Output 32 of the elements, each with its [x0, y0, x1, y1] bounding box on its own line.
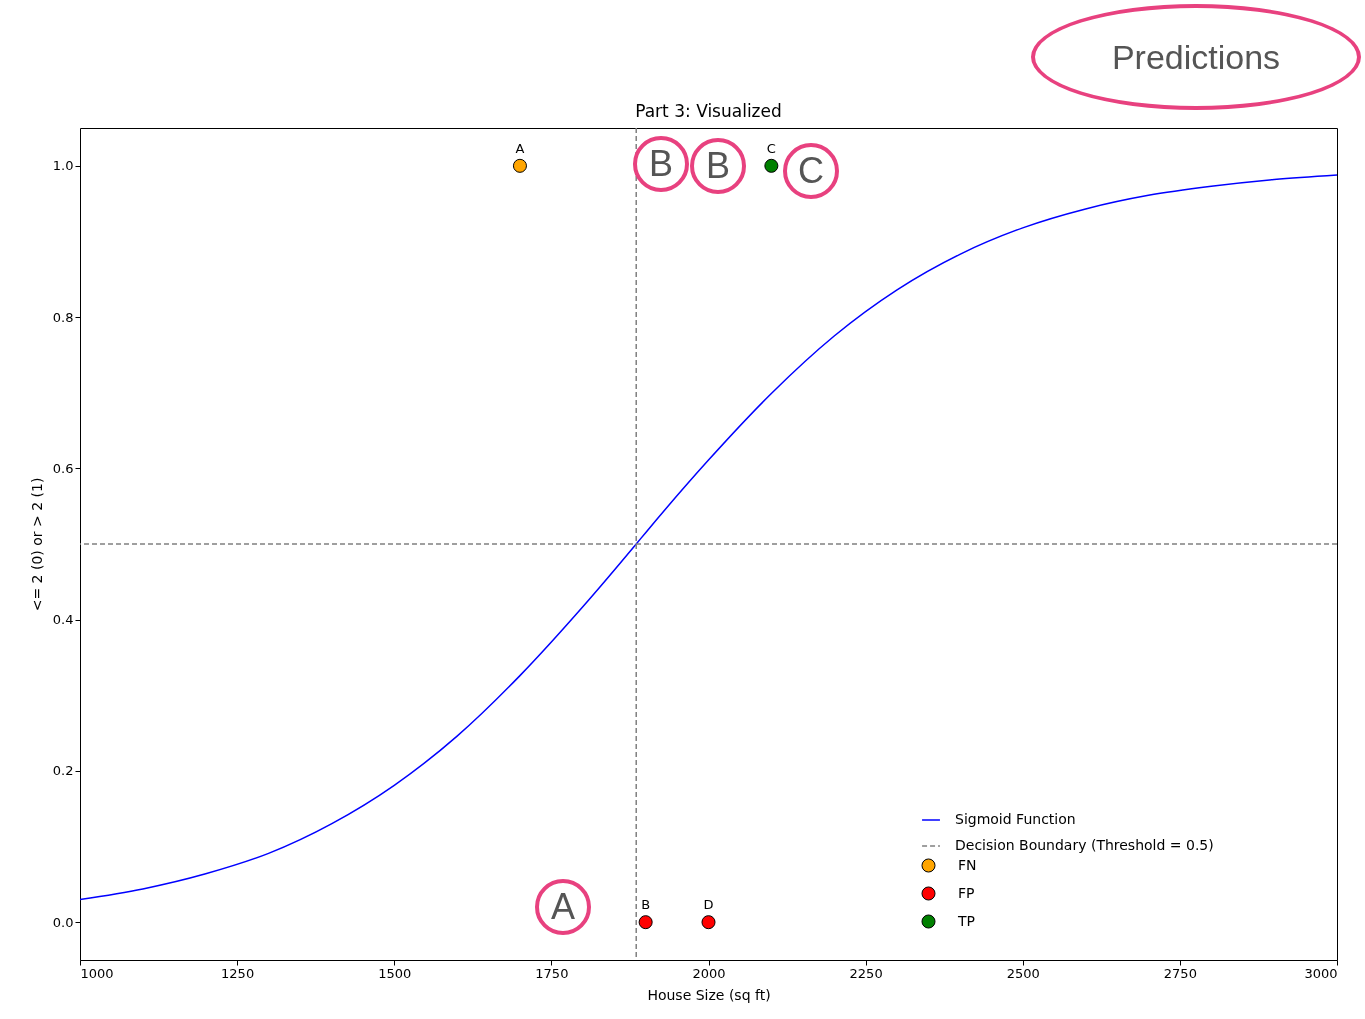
- oval-label: Predictions: [1031, 4, 1361, 110]
- y-tick-label: 0.2: [52, 763, 74, 779]
- x-tick-label: 2500: [1006, 965, 1040, 981]
- data-label: C: [766, 140, 776, 156]
- legend-label: Sigmoid Function: [955, 811, 1076, 827]
- y-tick-label: 0.8: [52, 309, 74, 325]
- y-tick-label: 0.4: [52, 612, 74, 628]
- x-tick-label: 2250: [849, 965, 883, 981]
- legend-label: TP: [957, 912, 975, 929]
- y-tick-label: 0.6: [52, 460, 74, 476]
- data-label: D: [703, 897, 714, 913]
- x-tick-label: 1750: [535, 965, 569, 981]
- circled-letter: A: [535, 879, 591, 935]
- x-axis-title: House Size (sq ft): [647, 986, 771, 1003]
- legend-label: Decision Boundary (Threshold = 0.5): [955, 837, 1214, 853]
- x-tick-label: 1500: [378, 965, 412, 981]
- circled-letter: C: [783, 143, 839, 199]
- legend-label: FN: [958, 856, 977, 873]
- x-tick-label: 3000: [1304, 965, 1338, 981]
- circled-letter: B: [690, 138, 746, 194]
- x-tick-label: 2750: [1163, 965, 1197, 981]
- data-label: A: [515, 140, 525, 156]
- data-label: B: [641, 897, 651, 913]
- x-tick-label: 1250: [221, 965, 255, 981]
- y-tick-label: 1.0: [52, 158, 74, 174]
- x-tick-label: 2000: [692, 965, 726, 981]
- x-tick-label: 1000: [80, 965, 114, 981]
- y-tick-label: 0.0: [52, 914, 74, 930]
- circled-letter: B: [633, 136, 689, 192]
- legend-label: FP: [958, 884, 975, 901]
- y-axis-title: <= 2 (0) or > 2 (1): [28, 477, 45, 612]
- chart-title: Part 3: Visualized: [635, 101, 782, 122]
